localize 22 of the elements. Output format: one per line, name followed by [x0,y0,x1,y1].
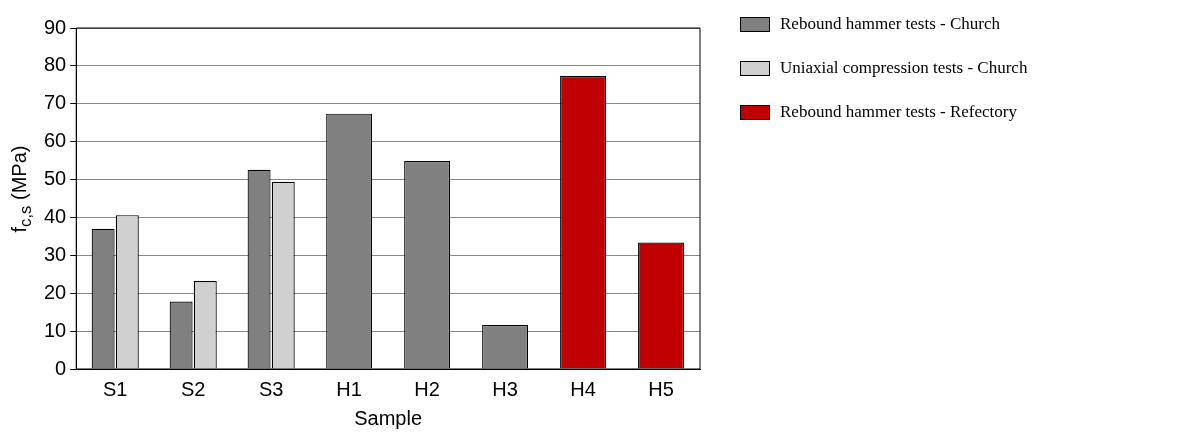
y-tick-label: 90 [44,15,67,38]
x-axis-title: Sample [354,406,423,429]
x-tick-label: H3 [492,377,518,400]
legend-label: Uniaxial compression tests - Church [780,58,1028,78]
x-tick-label: H5 [648,377,674,400]
y-tick-label: 70 [44,91,67,114]
legend-label: Rebound hammer tests - Church [780,14,1001,34]
y-tick-label: 60 [44,129,67,152]
legend-label: Rebound hammer tests - Refectory [780,102,1017,122]
y-tick-label: 0 [55,356,67,379]
y-tick-label: 20 [44,280,67,303]
x-tick-label: H1 [336,377,362,400]
y-tick-label: 80 [44,53,67,76]
y-tick-label: 10 [44,318,67,341]
x-tick-label: H4 [570,377,596,400]
x-tick-label: H2 [414,377,440,400]
x-tick-label: S3 [258,377,284,400]
y-tick-label: 30 [44,242,67,265]
y-tick-label: 40 [44,204,67,227]
x-tick-label: S1 [103,377,128,400]
x-tick-label: S2 [180,377,206,400]
y-tick-label: 50 [44,167,67,190]
